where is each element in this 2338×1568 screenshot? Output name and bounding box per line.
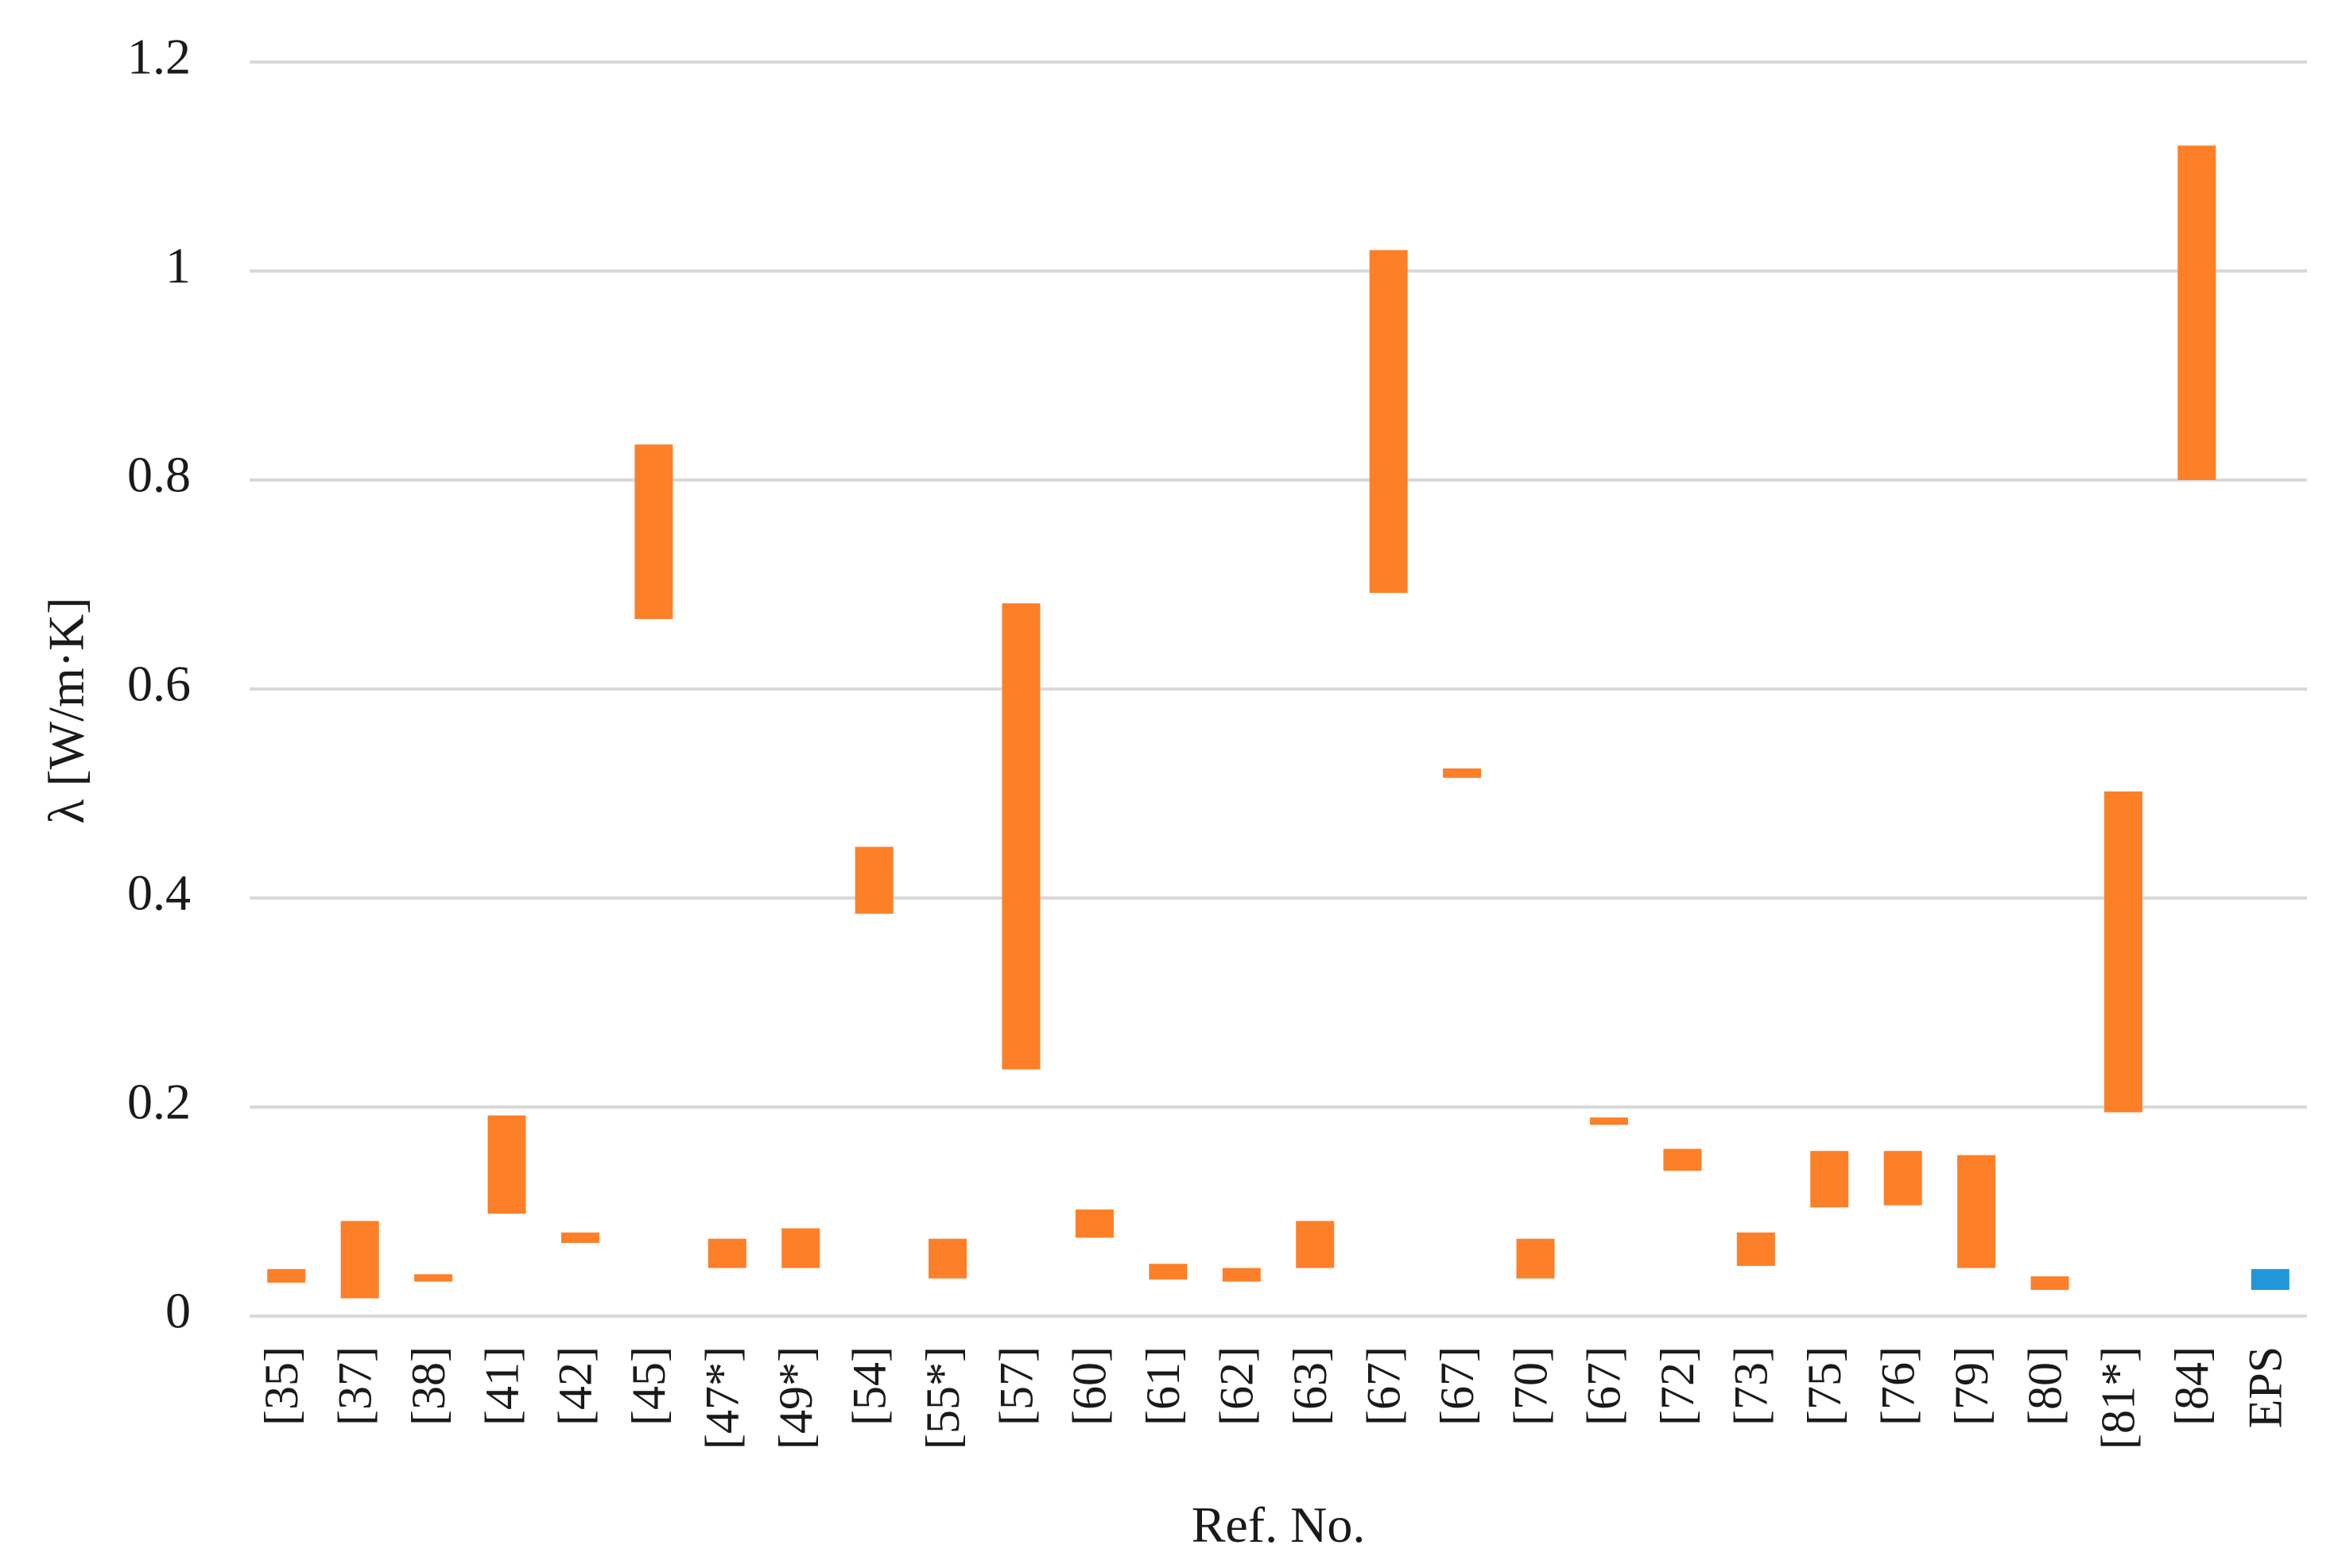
x-tick-label: [41] — [475, 1346, 528, 1426]
x-tick-label: [75] — [1798, 1346, 1851, 1426]
x-tick-label: [73] — [1725, 1346, 1778, 1426]
range-bar — [560, 1232, 599, 1243]
x-tick-label: [76] — [1871, 1346, 1924, 1426]
range-bars — [267, 145, 2290, 1299]
gridlines — [250, 60, 2307, 1318]
range-bar — [1075, 1209, 1114, 1238]
range-bar — [340, 1221, 379, 1299]
x-tick-label: [67] — [1578, 1346, 1630, 1426]
x-tick-label: [61] — [1137, 1346, 1189, 1426]
range-bar — [1810, 1151, 1849, 1208]
x-tick-label: [81*] — [2092, 1346, 2145, 1450]
range-bar — [708, 1238, 746, 1268]
range-bar — [1663, 1148, 1702, 1171]
x-tick-label: [62] — [1211, 1346, 1263, 1426]
y-tick-label: 1.2 — [127, 29, 191, 85]
x-tick-label: [49*] — [770, 1346, 822, 1450]
x-tick-label: [84] — [2165, 1346, 2218, 1426]
y-tick-label: 0.4 — [127, 865, 191, 921]
y-tick-label: 0.6 — [127, 656, 191, 712]
range-bar — [1149, 1264, 1188, 1280]
range-bar — [929, 1238, 967, 1279]
x-axis-tick-labels: [35] [37] [38] [41] [42] [45] [47*] [49*] [54] [5… — [255, 1346, 2292, 1450]
x-tick-label: [57] — [990, 1346, 1042, 1426]
range-bar — [1222, 1268, 1261, 1282]
x-tick-label: [37] — [328, 1346, 381, 1426]
x-axis-title: Ref. No. — [1192, 1496, 1366, 1553]
y-tick-label: 0.2 — [127, 1074, 191, 1130]
x-tick-label: [42] — [549, 1346, 602, 1426]
x-tick-label: [47*] — [696, 1346, 749, 1450]
x-tick-label: [70] — [1504, 1346, 1557, 1426]
x-tick-label: [35] — [255, 1346, 308, 1426]
range-bar — [414, 1274, 453, 1282]
y-axis-title: λ [W/m·K] — [38, 597, 95, 823]
range-bar — [855, 846, 894, 914]
x-tick-label: [38] — [402, 1346, 455, 1426]
range-bar — [1736, 1232, 1775, 1266]
range-bar — [2103, 791, 2142, 1113]
range-bar — [267, 1268, 306, 1283]
x-tick-label: [54] — [843, 1346, 895, 1426]
y-tick-label: 0.8 — [127, 447, 191, 503]
range-bar — [1589, 1117, 1628, 1125]
range-bar — [1443, 768, 1482, 778]
x-tick-label: [60] — [1064, 1346, 1116, 1426]
y-tick-label: 0 — [165, 1283, 191, 1339]
range-bar — [1883, 1151, 1922, 1206]
range-bar — [1296, 1221, 1335, 1268]
x-tick-label: [67] — [1431, 1346, 1483, 1426]
x-tick-label: [67] — [1357, 1346, 1409, 1426]
range-bar — [2251, 1268, 2290, 1291]
x-tick-label: [45] — [622, 1346, 675, 1426]
range-bar — [487, 1115, 526, 1214]
x-tick-label: [80] — [2018, 1346, 2071, 1426]
range-bar — [1516, 1238, 1555, 1279]
range-bar — [634, 444, 673, 619]
x-tick-label: [55*] — [917, 1346, 969, 1450]
range-bar — [2177, 145, 2216, 480]
range-bar — [2030, 1276, 2069, 1291]
range-bar — [1002, 603, 1041, 1070]
x-tick-label: [63] — [1284, 1346, 1336, 1426]
y-tick-label: 1 — [165, 238, 191, 294]
x-tick-label: [72] — [1651, 1346, 1704, 1426]
x-tick-label: [79] — [1945, 1346, 1998, 1426]
range-bar — [1369, 250, 1408, 594]
y-axis-tick-labels: 0 0.2 0.4 0.6 0.8 1 1.2 — [127, 29, 191, 1339]
x-tick-label: EPS — [2239, 1346, 2292, 1428]
range-bar — [1957, 1155, 1996, 1268]
range-bar — [781, 1228, 820, 1268]
